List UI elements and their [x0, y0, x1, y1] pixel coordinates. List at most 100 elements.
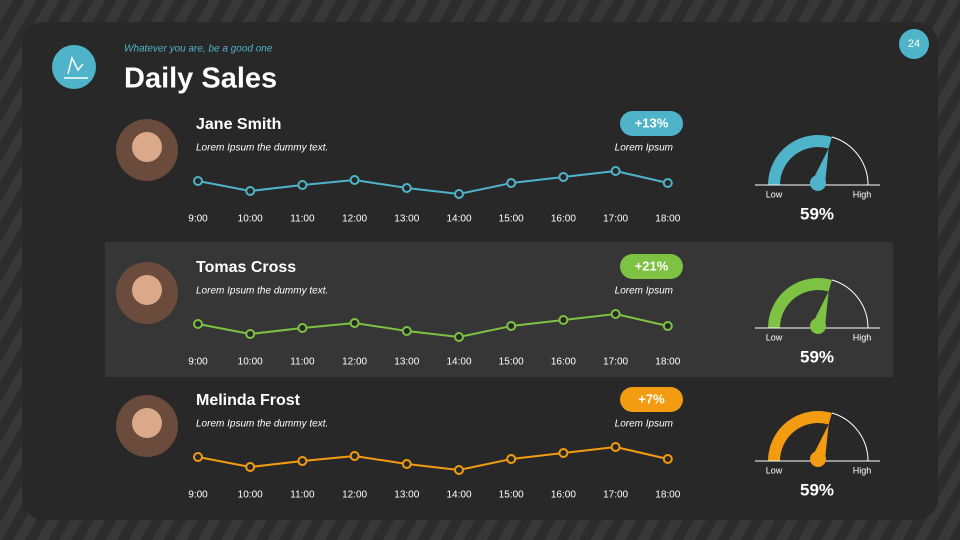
x-tick-label: 18:00 [655, 490, 680, 501]
x-tick-label: 17:00 [603, 357, 628, 368]
gauge-track [831, 279, 869, 329]
x-tick-label: 12:00 [342, 357, 367, 368]
x-tick-label: 18:00 [655, 357, 680, 368]
gauge-label: 59% [800, 204, 834, 223]
point [297, 323, 308, 333]
x-tick-label: 13:00 [394, 357, 419, 368]
x-tick-label: 9:00 [188, 214, 208, 225]
gauge-hub [810, 451, 826, 467]
badge [620, 254, 683, 279]
point [454, 189, 464, 199]
note: Lorem Ipsum [615, 419, 673, 430]
avatar-face [132, 275, 162, 305]
page-number: 24 [908, 38, 920, 50]
x-tick-label: 15:00 [499, 214, 524, 225]
x-tick-label: 17:00 [603, 490, 628, 501]
x-tick-label: 14:00 [446, 490, 471, 501]
icon [52, 45, 96, 89]
person-name: Melinda Frost [196, 392, 301, 409]
point [401, 459, 412, 469]
note: Lorem Ipsum [615, 286, 673, 297]
point [349, 175, 360, 185]
x-tick-label: 14:00 [446, 357, 471, 368]
note: Lorem Ipsum [615, 143, 673, 154]
x-tick-label: 12:00 [342, 214, 367, 225]
x-tick-label: 18:00 [655, 214, 680, 225]
line [197, 312, 669, 339]
badge [620, 387, 683, 412]
point [610, 309, 621, 319]
point [506, 178, 517, 188]
point [454, 465, 464, 475]
badge-label: +13% [635, 115, 669, 130]
gauge-min: Low [766, 332, 783, 342]
gauge-arc [768, 278, 832, 329]
point [558, 315, 569, 325]
point [662, 454, 673, 464]
gauge-label: 59% [800, 480, 834, 499]
person-name: Tomas Cross [196, 259, 296, 276]
x-tick-label: 14:00 [446, 214, 471, 225]
point [558, 172, 569, 182]
gauge-track [831, 412, 869, 462]
x-tick-label: 10:00 [238, 357, 263, 368]
point [662, 178, 673, 188]
gauge-max: High [853, 465, 872, 475]
point [558, 448, 569, 458]
icon-glyph [64, 55, 88, 79]
gauge-hub [810, 175, 826, 191]
x-tick-label: 12:00 [342, 490, 367, 501]
x-tick-label: 15:00 [499, 490, 524, 501]
person-name: Jane Smith [196, 116, 281, 133]
x-tick-label: 13:00 [394, 490, 419, 501]
caption: Lorem Ipsum the dummy text. [196, 143, 328, 154]
point [245, 329, 256, 339]
point [610, 166, 621, 176]
point [610, 442, 621, 452]
avatar-face [132, 408, 162, 438]
x-tick-label: 9:00 [188, 357, 208, 368]
highlight-row [105, 242, 893, 377]
gauge-arc [768, 411, 832, 462]
gauge-min: Low [766, 465, 783, 475]
point [245, 462, 256, 472]
point [506, 454, 517, 464]
x-tick-label: 16:00 [551, 490, 576, 501]
gauge-hub [810, 318, 826, 334]
point [245, 186, 256, 196]
point [193, 319, 203, 329]
point [297, 456, 308, 466]
page-badge [899, 29, 929, 59]
gauge-label: 59% [800, 347, 834, 366]
point [193, 176, 203, 186]
gauge-max: High [853, 189, 872, 199]
title: Daily Sales [124, 63, 277, 95]
point [401, 326, 412, 336]
point [349, 451, 360, 461]
subtitle: Whatever you are, be a good one [124, 44, 273, 55]
badge-label: +21% [635, 258, 669, 273]
gauge-max: High [853, 332, 872, 342]
caption: Lorem Ipsum the dummy text. [196, 419, 328, 430]
line [197, 169, 669, 196]
point [401, 183, 412, 193]
x-tick-label: 16:00 [551, 214, 576, 225]
x-tick-label: 13:00 [394, 214, 419, 225]
avatar-face [132, 132, 162, 162]
caption: Lorem Ipsum the dummy text. [196, 286, 328, 297]
x-tick-label: 11:00 [290, 490, 315, 501]
point [349, 318, 360, 328]
x-tick-label: 16:00 [551, 357, 576, 368]
point [297, 180, 308, 190]
x-tick-label: 10:00 [238, 214, 263, 225]
gauge-arc [768, 135, 832, 186]
point [454, 332, 464, 342]
point [662, 321, 673, 331]
x-tick-label: 10:00 [238, 490, 263, 501]
x-tick-label: 11:00 [290, 357, 315, 368]
gauge-min: Low [766, 189, 783, 199]
x-tick-label: 15:00 [499, 357, 524, 368]
x-tick-label: 9:00 [188, 490, 208, 501]
